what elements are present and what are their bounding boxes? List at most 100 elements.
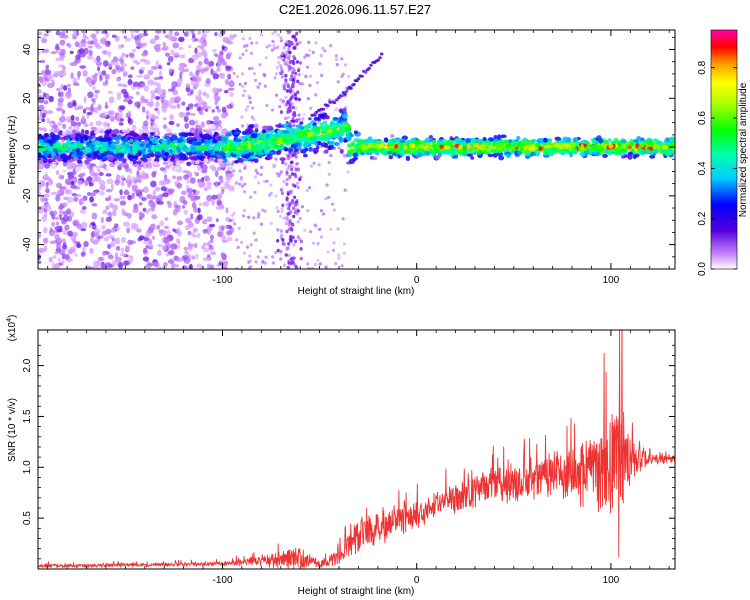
noise-blob <box>110 241 116 248</box>
band-blob <box>220 141 226 145</box>
band-blob <box>60 153 67 159</box>
noise-blob <box>162 117 167 121</box>
colorbar-tick-label: 0.2 <box>697 211 708 225</box>
spike-blob <box>282 46 286 50</box>
noise-blob <box>224 78 229 86</box>
noise-blob <box>124 260 130 266</box>
noise-blob <box>59 186 66 190</box>
noise-blob <box>225 207 229 214</box>
noise-blob <box>213 120 219 126</box>
noise-blob <box>221 234 226 241</box>
noise-blob <box>83 123 89 128</box>
noise-blob <box>157 265 162 269</box>
noise-blob <box>256 215 260 219</box>
noise-blob <box>170 243 178 250</box>
spike-blob <box>288 50 292 55</box>
noise-blob <box>248 67 252 71</box>
noise-blob <box>82 246 86 253</box>
band-blob <box>261 135 267 141</box>
noise-blob <box>145 244 150 249</box>
noise-blob <box>178 46 184 51</box>
band-blob <box>149 129 154 133</box>
band-blob <box>69 133 75 139</box>
noise-blob <box>94 165 102 169</box>
noise-blob <box>75 116 80 122</box>
x-tick-label: 100 <box>603 575 620 586</box>
band-blob <box>434 154 441 160</box>
noise-blob <box>50 191 58 196</box>
noise-blob <box>331 248 336 252</box>
noise-blob <box>250 41 254 45</box>
y-tick-label: 1.5 <box>22 409 33 423</box>
noise-blob <box>202 201 210 207</box>
band-blob <box>281 129 288 134</box>
noise-blob <box>174 97 181 104</box>
band-blob <box>405 155 411 161</box>
noise-blob <box>126 227 131 234</box>
noise-blob <box>305 65 310 69</box>
noise-blob <box>104 104 109 109</box>
spike-blob <box>288 66 292 70</box>
noise-blob <box>109 202 114 208</box>
noise-blob <box>169 35 175 42</box>
band-blob <box>594 142 599 148</box>
noise-blob <box>62 242 67 249</box>
colorbar-tick-label: 0.6 <box>697 111 708 125</box>
noise-blob <box>143 236 150 241</box>
spike-blob <box>297 68 301 73</box>
noise-blob <box>96 260 102 266</box>
noise-blob <box>340 264 344 268</box>
noise-blob <box>258 249 262 253</box>
spike-blob <box>289 210 293 214</box>
y-tick-label: -40 <box>22 237 33 252</box>
noise-blob <box>82 108 86 114</box>
noise-blob <box>138 211 143 217</box>
figure-title: C2E1.2026.096.11.57.E27 <box>279 2 431 17</box>
noise-blob <box>232 211 236 215</box>
band-blob <box>343 139 348 143</box>
noise-blob <box>191 33 196 39</box>
noise-blob <box>43 238 48 245</box>
noise-blob <box>236 245 240 249</box>
band-blob <box>564 149 572 154</box>
noise-blob <box>56 242 61 250</box>
band-blob <box>38 152 42 159</box>
noise-blob <box>92 37 98 45</box>
noise-blob <box>196 263 202 268</box>
noise-blob <box>342 242 347 246</box>
noise-blob <box>60 114 65 121</box>
noise-blob <box>219 164 226 168</box>
noise-blob <box>38 249 43 254</box>
band-blob <box>160 155 167 159</box>
drift-blob <box>369 63 373 67</box>
noise-blob <box>49 227 53 233</box>
noise-blob <box>38 260 42 264</box>
noise-blob <box>216 193 223 200</box>
spike-blob <box>288 77 293 82</box>
band-blob <box>621 155 626 159</box>
colorbar-tick-label: 0.8 <box>697 60 708 74</box>
noise-blob <box>206 216 213 223</box>
noise-blob <box>201 245 205 250</box>
band-blob <box>519 147 525 151</box>
band-blob <box>154 127 160 133</box>
band-blob <box>627 151 634 156</box>
band-blob <box>61 131 66 136</box>
band-blob <box>383 137 389 143</box>
noise-blob <box>248 96 252 100</box>
noise-blob <box>207 254 211 258</box>
noise-blob <box>63 85 68 91</box>
noise-blob <box>244 49 248 53</box>
band-blob <box>312 125 318 129</box>
noise-blob <box>313 223 317 227</box>
band-blob <box>345 130 351 136</box>
spike-blob <box>292 206 296 210</box>
band-blob <box>416 139 422 145</box>
spike-blob <box>279 110 283 114</box>
band-blob <box>621 139 627 144</box>
noise-blob <box>161 192 169 198</box>
band-blob <box>131 143 138 148</box>
noise-blob <box>284 162 288 166</box>
noise-blob <box>161 47 168 51</box>
band-blob <box>98 137 103 142</box>
